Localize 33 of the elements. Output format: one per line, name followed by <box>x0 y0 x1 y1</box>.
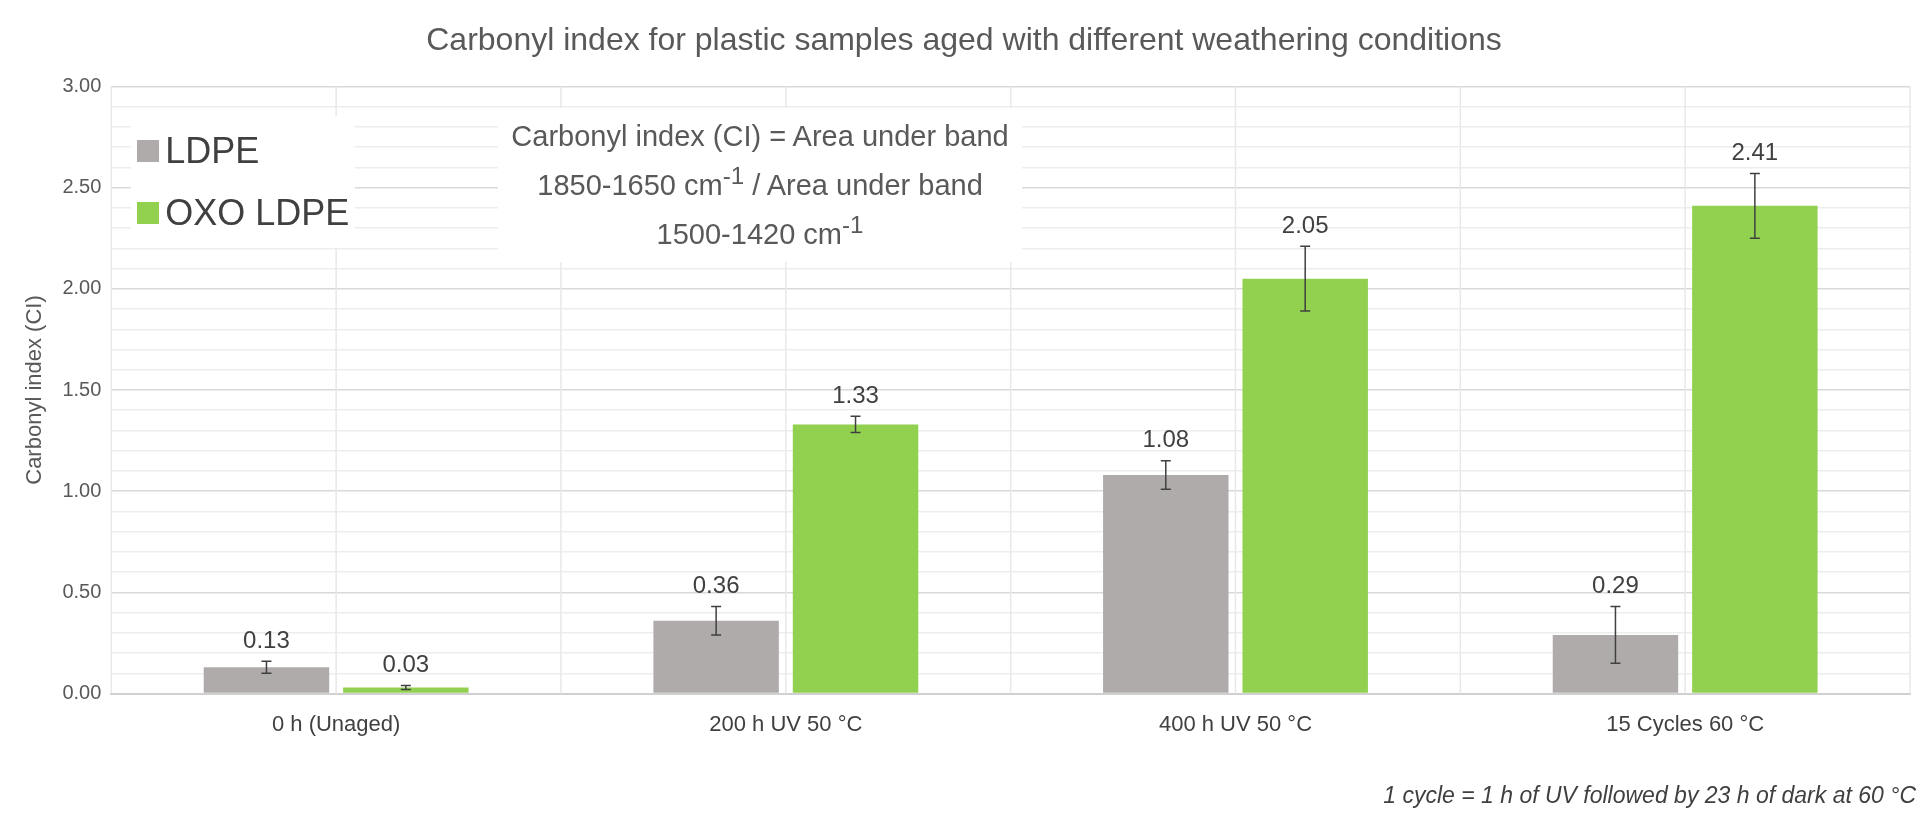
y-axis-title: Carbonyl index (CI) <box>21 295 47 485</box>
bar <box>653 620 779 693</box>
x-tick-label: 400 h UV 50 °C <box>1158 710 1313 736</box>
data-label: 0.13 <box>243 625 290 653</box>
y-tick-label: 2.00 <box>62 276 102 299</box>
chart-title: Carbonyl index for plastic samples aged with different weathering conditions <box>426 21 1502 58</box>
data-label: 2.41 <box>1731 138 1779 166</box>
data-label: 1.08 <box>1142 425 1190 453</box>
y-tick-label: 2.50 <box>62 175 102 198</box>
x-tick-label: 15 Cycles 60 °C <box>1606 710 1765 736</box>
bar <box>1103 475 1229 693</box>
annotation: Carbonyl index (CI) = Area under band 1850-1650 cm$^{-1}$ / Area under band 1500-1420 cm$^{-1}$ <box>498 108 1023 262</box>
legend-label: LDPE <box>165 129 260 174</box>
legend-label: OXO LDPE <box>165 191 350 236</box>
data-label: 1.33 <box>832 380 879 408</box>
bar <box>343 687 469 693</box>
data-label: 0.29 <box>1592 571 1639 599</box>
y-tick-label: 1.00 <box>62 478 102 501</box>
y-tick-label: 1.50 <box>62 377 102 400</box>
y-tick-label: 0.00 <box>62 681 102 704</box>
x-tick-label: 200 h UV 50 °C <box>709 710 863 736</box>
bar <box>792 424 919 693</box>
data-label: 0.03 <box>382 650 430 678</box>
bar <box>1552 634 1679 693</box>
bar <box>1692 205 1818 693</box>
data-label: 0.36 <box>692 571 740 599</box>
bar <box>1242 278 1368 693</box>
x-tick-label: 0 h (Unaged) <box>271 710 401 736</box>
text: 1 cycle = 1 h of UV followed by 23 h of dark at 60 °C <box>1383 782 1916 809</box>
bar <box>203 667 330 693</box>
data-label: 2.05 <box>1281 210 1329 238</box>
y-tick-label: 0.50 <box>62 579 102 602</box>
y-tick-label: 3.00 <box>62 73 102 96</box>
